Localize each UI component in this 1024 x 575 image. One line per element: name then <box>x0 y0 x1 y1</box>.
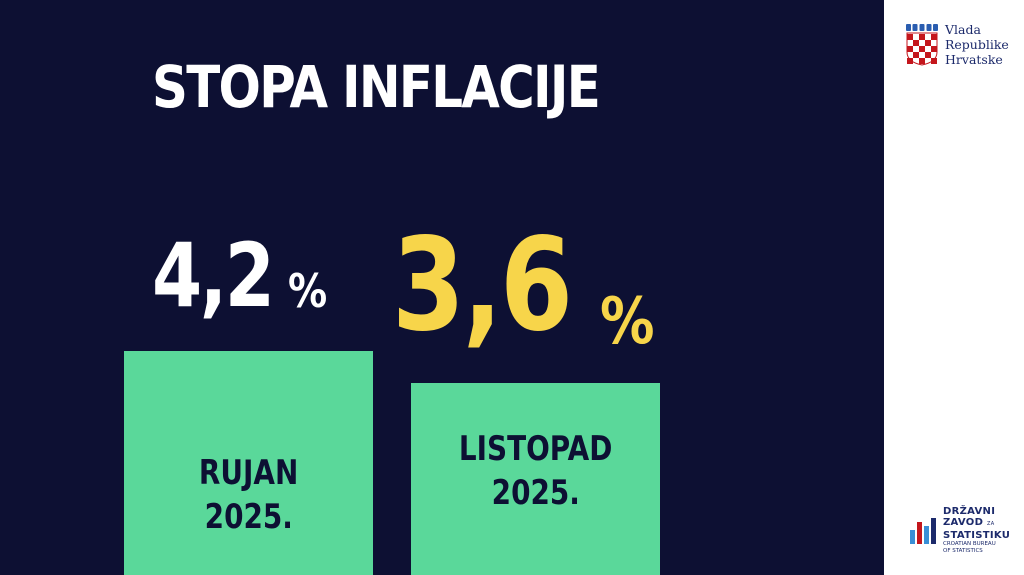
bar-value-unit: % <box>600 285 655 359</box>
inflation-bar-chart: RUJAN 2025. 4,2% LISTOPAD 2025. 3,6% <box>124 211 660 575</box>
statistics-sub-line1: CROATIAN BUREAU <box>943 541 996 547</box>
statistics-name-za: ZA <box>986 521 995 527</box>
government-name-line3: Hrvatske <box>945 52 1003 67</box>
statistics-name-line3: STATISTIKU <box>943 530 1011 541</box>
bar-label-month: RUJAN <box>198 453 299 493</box>
statistics-name-line2: ZAVOD ZA <box>943 517 1010 530</box>
bar-value-label: 3,6 <box>392 211 573 360</box>
statistics-bureau-logo: DRŽAVNI ZAVOD ZA STATISTIKU CROATIAN BUR… <box>910 506 1020 562</box>
bar-value-label: 4,2 <box>152 224 275 327</box>
croatian-coat-of-arms-icon <box>906 24 938 66</box>
chart-bar: LISTOPAD 2025. <box>411 383 660 575</box>
government-name: Vlada Republike Hrvatske <box>945 22 1009 67</box>
statistics-name-zavod: ZAVOD <box>943 517 984 528</box>
page-title: STOPA INFLACIJE <box>152 53 601 121</box>
government-name-line2: Republike <box>945 37 1009 52</box>
bar-label-year: 2025. <box>204 497 293 538</box>
bar-value-unit: % <box>288 264 328 318</box>
side-panel <box>884 0 1024 575</box>
bar-label-month: LISTOPAD <box>458 429 613 469</box>
statistics-name-line1: DRŽAVNI <box>943 506 996 517</box>
statistics-sub-line2: OF STATISTICS <box>943 547 983 554</box>
main-panel: STOPA INFLACIJE RUJAN 2025. 4,2% LISTOPAD 20… <box>124 53 660 575</box>
statistics-bureau-name: DRŽAVNI ZAVOD ZA STATISTIKU CROATIAN BUR… <box>943 506 1010 554</box>
government-logo: Vlada Republike Hrvatske <box>905 22 1015 72</box>
bar-label-year: 2025. <box>491 473 580 514</box>
bar-category-label: RUJAN 2025. <box>124 451 373 539</box>
bar-category-label: LISTOPAD 2025. <box>411 427 660 515</box>
statistics-bars-icon <box>910 518 936 544</box>
chart-bar: RUJAN 2025. <box>124 351 373 575</box>
government-name-line1: Vlada <box>945 22 981 37</box>
